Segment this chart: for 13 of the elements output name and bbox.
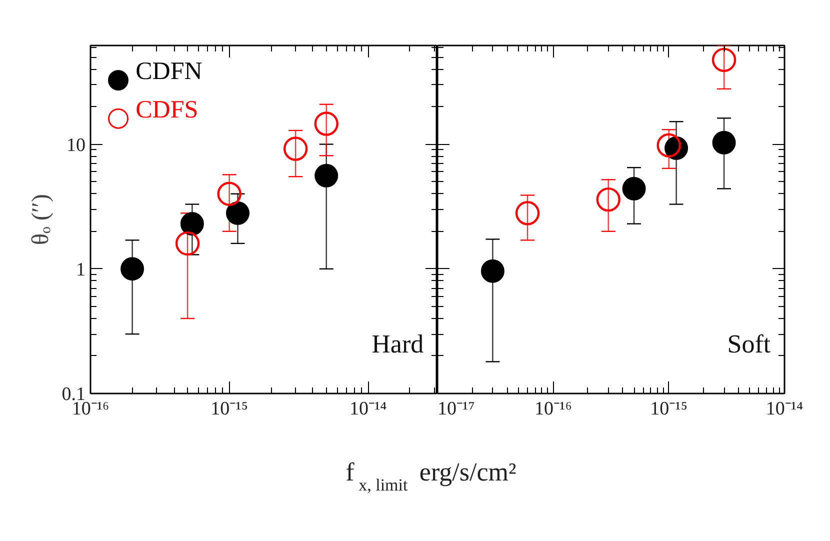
legend-label: CDFN: [136, 58, 202, 86]
legend-label: CDFS: [136, 96, 198, 124]
x-tick-label: 10⁻¹⁴: [349, 398, 388, 420]
x-tick-label: 10⁻¹⁴: [766, 398, 804, 420]
annotation: Soft: [727, 330, 772, 359]
x-tick-label: 10⁻¹⁶: [534, 398, 572, 420]
x-tick-label: 10⁻¹⁵: [650, 398, 688, 420]
y-tick-label: 10: [66, 134, 86, 156]
annotation: Hard: [372, 330, 424, 359]
x-tick-label: 10⁻¹⁷: [438, 398, 475, 420]
y-tick-label: 1: [76, 259, 86, 280]
x-tick-label: 10⁻¹⁵: [210, 398, 248, 420]
y-axis-title: θₒ (′′): [28, 194, 54, 245]
